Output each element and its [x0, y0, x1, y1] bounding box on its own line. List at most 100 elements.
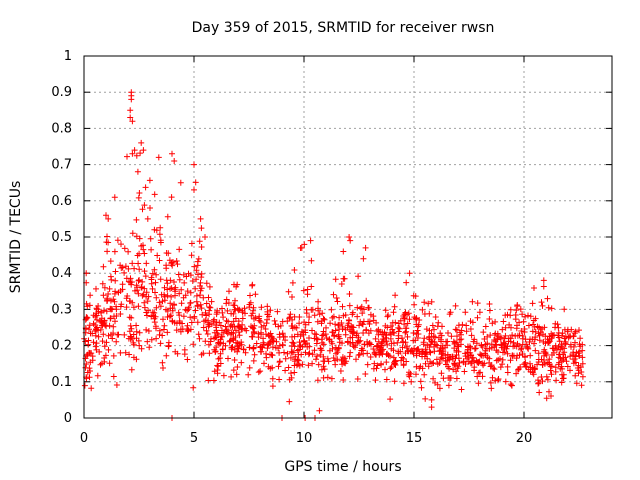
data-point [210, 377, 217, 384]
data-point [507, 357, 514, 364]
data-point [502, 324, 509, 331]
data-point [329, 329, 336, 336]
data-point [160, 365, 166, 371]
data-point [219, 305, 225, 312]
data-point [282, 355, 289, 362]
data-point [375, 331, 382, 338]
data-point [237, 324, 244, 331]
data-point [390, 309, 397, 316]
data-point [309, 306, 316, 313]
data-point [319, 339, 326, 346]
data-point [390, 354, 397, 361]
y-tick-label: 0.1 [51, 375, 72, 390]
data-point [567, 333, 574, 340]
data-point [173, 327, 180, 334]
data-point [156, 257, 163, 264]
data-point [519, 351, 526, 357]
data-point [442, 357, 449, 364]
data-point [313, 335, 320, 342]
data-point [507, 381, 514, 388]
data-point [189, 278, 196, 284]
grid-lines [84, 56, 612, 418]
data-point [482, 323, 489, 330]
data-point [471, 345, 478, 352]
data-point [216, 340, 223, 347]
data-point [364, 338, 371, 345]
chart-title: Day 359 of 2015, SRMTID for receiver rws… [192, 20, 495, 36]
data-point [523, 363, 530, 370]
data-point [135, 194, 142, 201]
data-point [100, 292, 107, 299]
data-point [403, 358, 410, 365]
data-point [269, 334, 276, 341]
data-point [336, 314, 343, 321]
data-point [298, 328, 305, 335]
data-point [328, 375, 335, 382]
data-point [328, 306, 335, 313]
data-point [235, 345, 242, 352]
data-point [86, 322, 93, 329]
data-point [271, 317, 278, 324]
data-point [453, 347, 460, 354]
data-point [151, 266, 158, 273]
data-point [154, 252, 161, 259]
data-point [536, 389, 543, 396]
data-point [427, 358, 434, 365]
data-point [203, 280, 210, 287]
data-point [126, 314, 133, 321]
data-point [536, 332, 543, 339]
data-point [138, 243, 145, 249]
data-point [161, 284, 168, 291]
data-point [184, 356, 191, 363]
data-point [224, 307, 231, 314]
data-point [276, 376, 283, 383]
data-point [248, 333, 255, 340]
data-point [353, 356, 359, 363]
data-point [174, 261, 181, 268]
data-point [537, 326, 544, 333]
data-point [194, 262, 201, 269]
data-point [487, 379, 494, 386]
data-point [150, 312, 157, 319]
data-point [463, 322, 470, 329]
data-point [118, 241, 124, 248]
data-point [305, 351, 312, 358]
data-point [107, 273, 114, 280]
data-point [398, 354, 405, 361]
data-point [431, 343, 437, 350]
data-point [392, 319, 399, 326]
data-point [540, 277, 547, 284]
data-point [437, 336, 444, 343]
data-point [498, 341, 505, 348]
data-point [127, 279, 134, 286]
data-point [390, 329, 396, 336]
data-point [480, 329, 487, 336]
data-point [117, 311, 124, 317]
data-point [90, 320, 97, 327]
data-point [275, 345, 282, 352]
data-point [311, 347, 318, 354]
data-point [392, 358, 399, 365]
data-point [302, 321, 309, 328]
data-point [542, 349, 549, 356]
y-tick-label: 0.5 [51, 230, 72, 245]
data-point [153, 271, 160, 278]
data-point [133, 322, 140, 329]
data-point [365, 318, 372, 325]
data-point [478, 341, 485, 348]
data-point [143, 289, 150, 296]
data-point [178, 300, 185, 307]
data-point [330, 313, 337, 320]
data-point [489, 320, 496, 327]
data-point [333, 295, 340, 301]
data-point [121, 331, 128, 338]
data-point [104, 233, 110, 240]
data-point [499, 361, 506, 368]
data-point [424, 355, 431, 362]
data-point [197, 292, 203, 299]
data-point [475, 369, 482, 376]
data-point [124, 153, 130, 160]
data-point [534, 361, 541, 368]
data-point [546, 388, 552, 395]
data-point [484, 340, 491, 347]
